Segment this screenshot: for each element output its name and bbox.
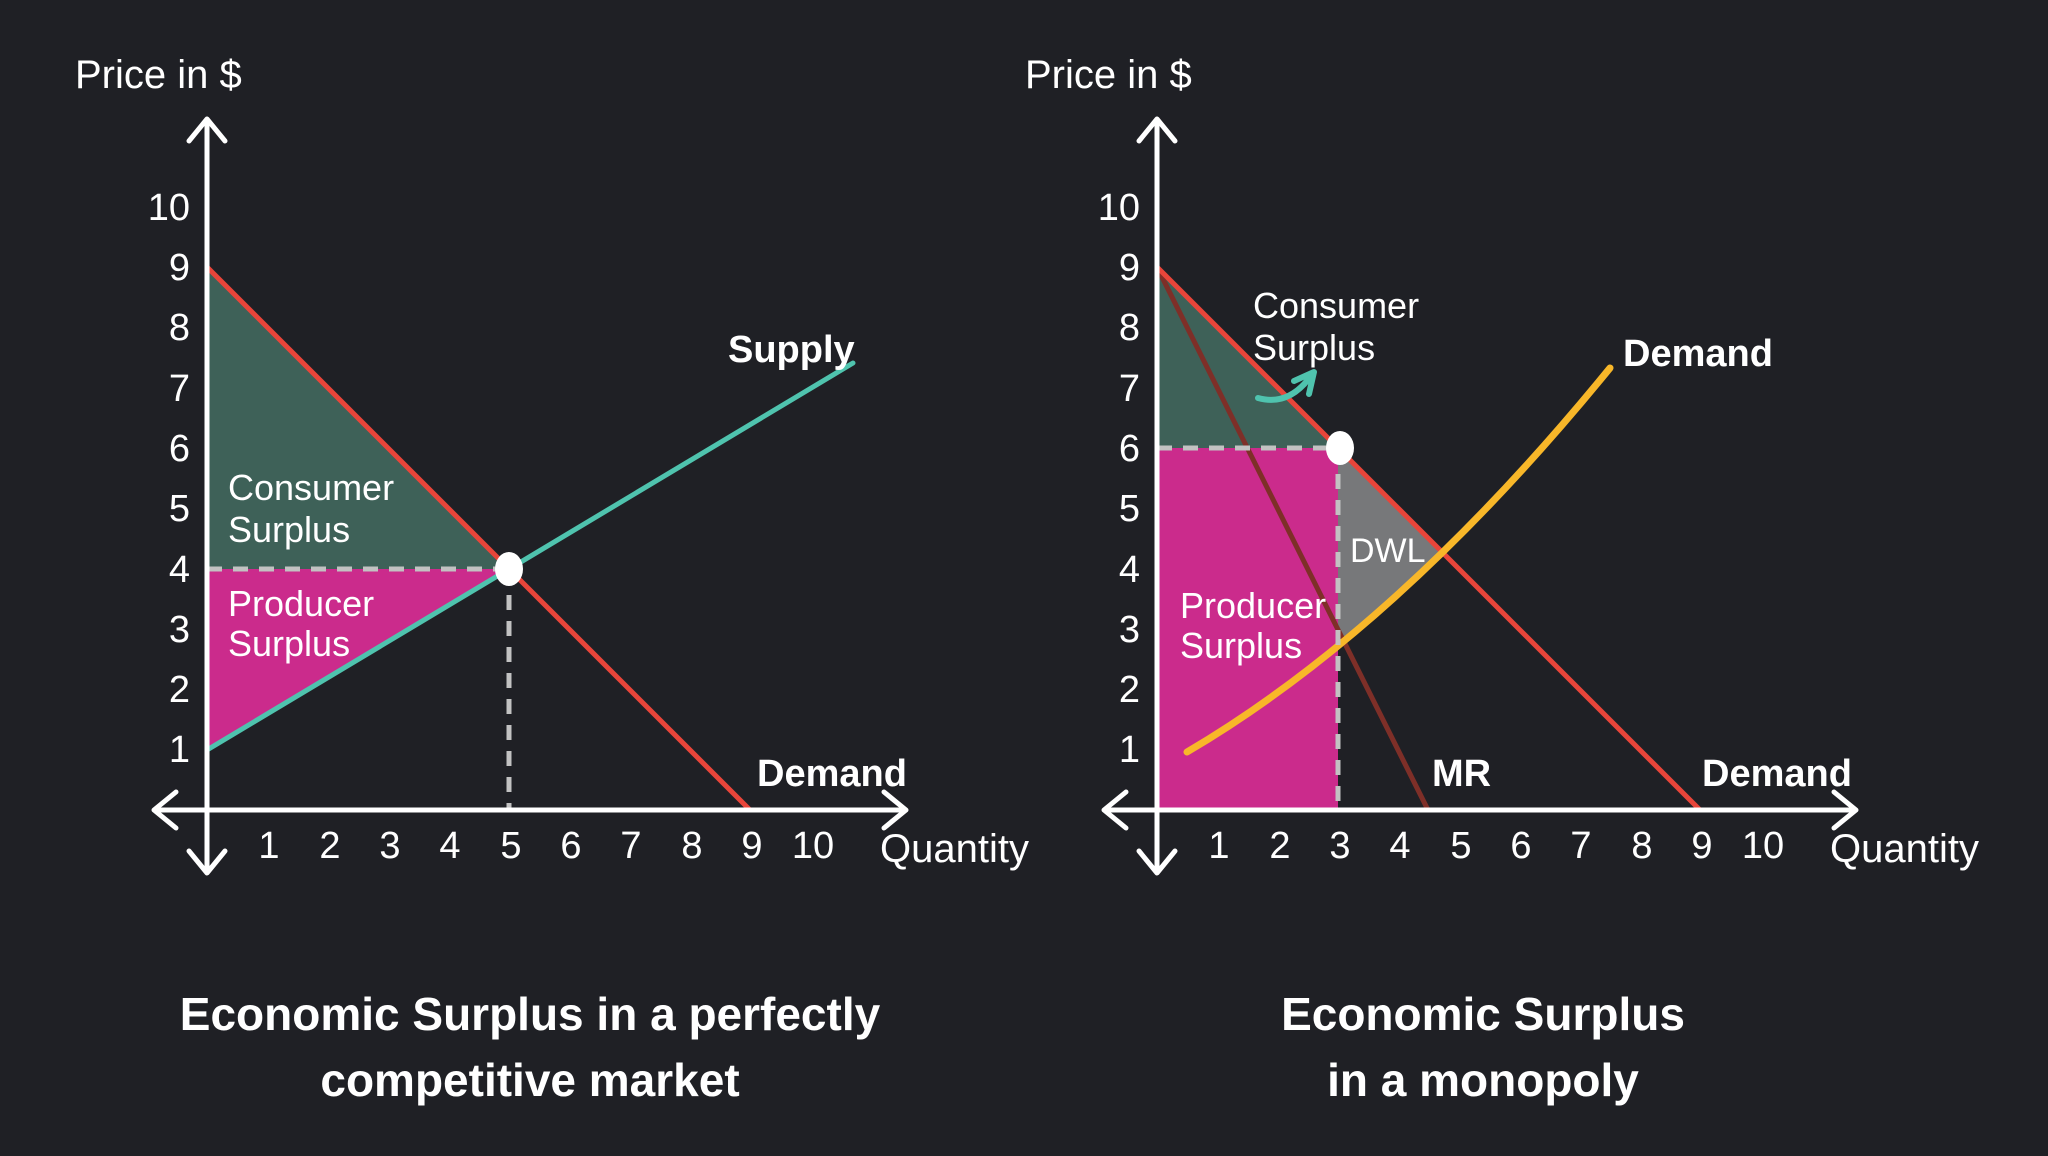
left-x-tick-1: 1 bbox=[258, 825, 279, 867]
right-consumer-surplus-label-line1: Consumer bbox=[1253, 285, 1419, 326]
left-price-axis-title: Price in $ bbox=[75, 53, 242, 97]
left-y-tick-3: 3 bbox=[169, 609, 190, 651]
left-y-tick-2: 2 bbox=[169, 669, 190, 711]
left-demand-line bbox=[204, 264, 753, 813]
right-marginal-cost-curve bbox=[1183, 364, 1614, 756]
right-y-tick-6: 6 bbox=[1119, 428, 1140, 470]
left-x-tick-8: 8 bbox=[681, 825, 702, 867]
right-x-tick-7: 7 bbox=[1570, 825, 1591, 867]
right-y-tick-10: 10 bbox=[1098, 187, 1140, 229]
left-x-tick-10: 10 bbox=[792, 825, 834, 867]
left-y-tick-4: 4 bbox=[169, 549, 190, 591]
right-x-tick-9: 9 bbox=[1691, 825, 1712, 867]
right-mr-line-label: MR bbox=[1432, 753, 1491, 795]
right-y-axis-arrow-down-icon bbox=[1136, 848, 1178, 876]
left-y-axis-arrow-up-icon bbox=[186, 116, 228, 144]
right-chart: Price in $ Quantity 10 9 8 7 6 5 4 3 2 1… bbox=[1025, 53, 1979, 1106]
left-quantity-axis-title: Quantity bbox=[880, 827, 1029, 871]
consumer-surplus-arrow-icon bbox=[1255, 369, 1317, 403]
right-x-tick-4: 4 bbox=[1389, 825, 1410, 867]
left-equilibrium-point bbox=[495, 552, 523, 586]
left-x-tick-2: 2 bbox=[319, 825, 340, 867]
left-y-tick-8: 8 bbox=[169, 307, 190, 349]
right-chart-caption-line1: Economic Surplus bbox=[1281, 988, 1685, 1040]
left-x-axis-arrow-left-icon bbox=[151, 789, 179, 831]
left-y-tick-1: 1 bbox=[169, 729, 190, 771]
right-x-tick-2: 2 bbox=[1269, 825, 1290, 867]
right-y-tick-9: 9 bbox=[1119, 247, 1140, 289]
right-producer-surplus-label-line2: Surplus bbox=[1180, 625, 1302, 666]
right-x-tick-6: 6 bbox=[1510, 825, 1531, 867]
left-consumer-surplus-label-line2: Surplus bbox=[228, 509, 350, 550]
right-marginal-cost-curve-label: Demand bbox=[1623, 333, 1773, 375]
right-x-tick-10: 10 bbox=[1742, 825, 1784, 867]
right-y-tick-8: 8 bbox=[1119, 307, 1140, 349]
right-producer-surplus-label-line1: Producer bbox=[1180, 585, 1326, 626]
right-y-tick-1: 1 bbox=[1119, 729, 1140, 771]
left-y-tick-6: 6 bbox=[169, 428, 190, 470]
left-y-tick-5: 5 bbox=[169, 488, 190, 530]
left-demand-line-label: Demand bbox=[757, 753, 907, 795]
left-supply-line bbox=[204, 360, 856, 753]
right-dwl-region bbox=[1338, 448, 1443, 646]
left-x-tick-5: 5 bbox=[500, 825, 521, 867]
left-producer-surplus-label-line1: Producer bbox=[228, 583, 374, 624]
left-x-tick-6: 6 bbox=[560, 825, 581, 867]
right-x-tick-3: 3 bbox=[1329, 825, 1350, 867]
left-chart: Price in $ Quantity 10 9 8 7 6 5 4 3 2 1… bbox=[75, 53, 1029, 1106]
left-x-tick-9: 9 bbox=[741, 825, 762, 867]
left-y-tick-9: 9 bbox=[169, 247, 190, 289]
right-chart-caption-line2: in a monopoly bbox=[1327, 1054, 1639, 1106]
left-x-axis-arrow-right-icon bbox=[881, 789, 909, 831]
right-x-axis-arrow-left-icon bbox=[1101, 789, 1129, 831]
right-y-tick-3: 3 bbox=[1119, 609, 1140, 651]
right-y-tick-4: 4 bbox=[1119, 549, 1140, 591]
right-y-tick-2: 2 bbox=[1119, 669, 1140, 711]
left-producer-surplus-label-line2: Surplus bbox=[228, 623, 350, 664]
right-y-tick-5: 5 bbox=[1119, 488, 1140, 530]
right-demand-line bbox=[1154, 264, 1703, 813]
left-y-tick-10: 10 bbox=[148, 187, 190, 229]
left-supply-line-label: Supply bbox=[728, 329, 855, 371]
right-x-tick-8: 8 bbox=[1631, 825, 1652, 867]
left-x-tick-3: 3 bbox=[379, 825, 400, 867]
right-x-axis-arrow-right-icon bbox=[1831, 789, 1859, 831]
right-dwl-label: DWL bbox=[1350, 532, 1426, 570]
right-y-axis-arrow-up-icon bbox=[1136, 116, 1178, 144]
left-chart-caption-line2: competitive market bbox=[320, 1054, 739, 1106]
right-y-tick-7: 7 bbox=[1119, 368, 1140, 410]
right-price-axis-title: Price in $ bbox=[1025, 53, 1192, 97]
right-mr-line bbox=[1154, 264, 1431, 813]
right-x-tick-1: 1 bbox=[1208, 825, 1229, 867]
left-y-axis-arrow-down-icon bbox=[186, 848, 228, 876]
right-monopoly-point bbox=[1326, 431, 1354, 465]
right-consumer-surplus-label-line2: Surplus bbox=[1253, 327, 1375, 368]
right-demand-line-label: Demand bbox=[1702, 753, 1852, 795]
right-quantity-axis-title: Quantity bbox=[1830, 827, 1979, 871]
right-x-tick-5: 5 bbox=[1450, 825, 1471, 867]
left-x-tick-4: 4 bbox=[439, 825, 460, 867]
left-y-tick-7: 7 bbox=[169, 368, 190, 410]
left-consumer-surplus-label-line1: Consumer bbox=[228, 467, 394, 508]
left-chart-caption-line1: Economic Surplus in a perfectly bbox=[180, 988, 881, 1040]
left-x-tick-7: 7 bbox=[620, 825, 641, 867]
